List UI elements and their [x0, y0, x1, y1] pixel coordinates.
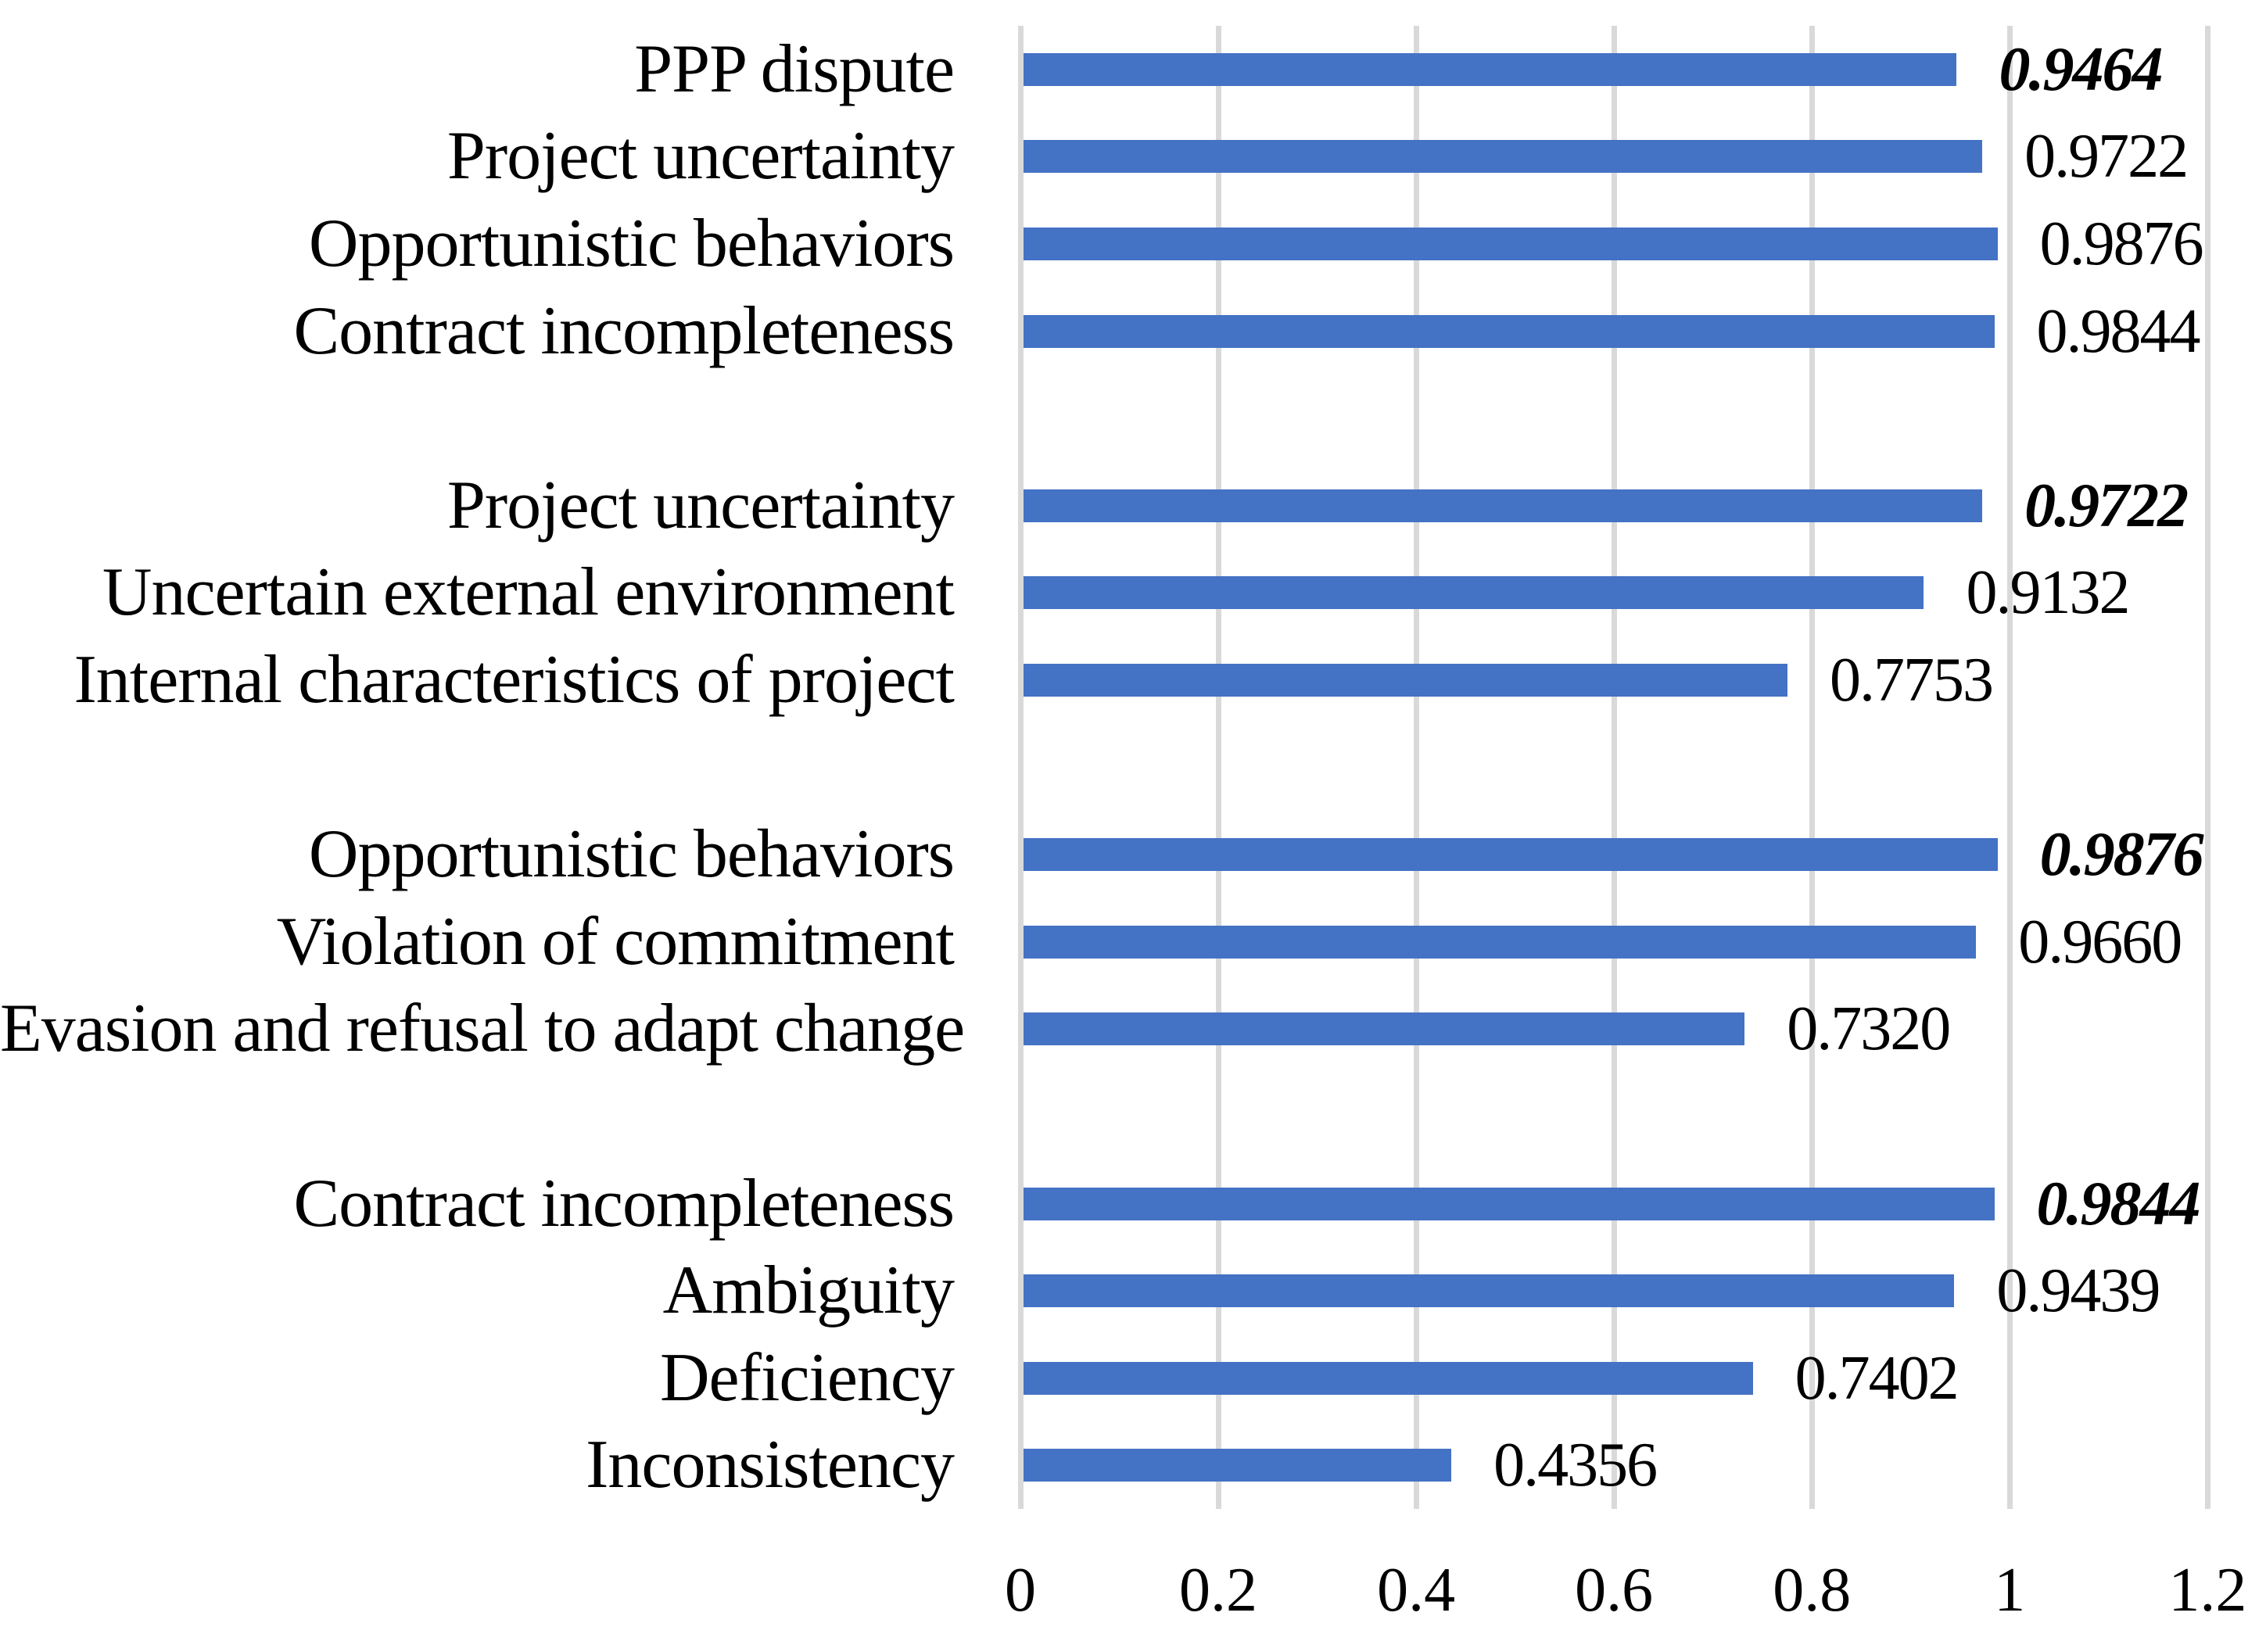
value-label: 0.9844	[2036, 1169, 2201, 1238]
bar	[1024, 52, 1957, 86]
category-label: Contract incompleteness	[293, 1165, 955, 1242]
value-label: 0.4356	[1493, 1431, 1658, 1500]
category-label: Evasion and refusal to adapt change	[0, 991, 965, 1067]
x-axis-tick-label: 0.6	[1575, 1556, 1654, 1625]
value-label: 0.9439	[1996, 1256, 2160, 1326]
category-label: PPP dispute	[634, 30, 955, 107]
category-label: Internal characteristics of project	[74, 642, 956, 718]
value-label: 0.9876	[2039, 210, 2204, 278]
gridline	[2006, 26, 2013, 1509]
bar	[1024, 1012, 1745, 1046]
value-label: 0.9722	[2024, 471, 2189, 540]
bar	[1024, 228, 1998, 260]
category-label: Violation of commitment	[276, 903, 955, 980]
value-label: 0.9660	[2018, 907, 2182, 977]
bar	[1024, 1361, 1753, 1395]
bar	[1024, 925, 1977, 959]
category-label: Ambiguity	[662, 1252, 955, 1329]
gridline	[2204, 26, 2210, 1509]
bar	[1024, 140, 1983, 174]
x-axis-tick-label: 1	[1994, 1556, 2026, 1625]
gridline	[1809, 26, 1815, 1509]
category-label: Uncertain external environment	[102, 554, 955, 631]
bar	[1024, 576, 1924, 610]
gridline	[1611, 26, 1617, 1509]
x-axis-tick-label: 0.8	[1773, 1556, 1852, 1625]
bar	[1024, 664, 1787, 697]
category-label: Project uncertainty	[446, 118, 955, 195]
gridline	[1017, 26, 1024, 1509]
gridline	[1215, 26, 1221, 1509]
bar	[1024, 838, 1998, 872]
value-label: 0.9132	[1966, 558, 2130, 628]
category-label: Project uncertainty	[446, 467, 955, 543]
x-axis-tick-label: 0.2	[1179, 1556, 1258, 1625]
value-label: 0.9722	[2024, 122, 2189, 192]
value-label: 0.7320	[1787, 994, 1951, 1064]
bar	[1024, 489, 1983, 522]
x-axis-tick-label: 0	[1005, 1556, 1036, 1625]
category-label: Contract incompleteness	[293, 292, 955, 369]
category-label: Opportunistic behaviors	[308, 206, 955, 281]
value-label: 0.9464	[1999, 34, 2163, 104]
bar	[1024, 1449, 1452, 1482]
x-axis-tick-label: 0.4	[1377, 1556, 1456, 1625]
category-label: Deficiency	[660, 1339, 955, 1416]
x-axis-tick-label: 1.2	[2168, 1556, 2247, 1625]
value-label: 0.9876	[2039, 820, 2204, 890]
value-label: 0.7753	[1829, 646, 1994, 715]
category-label: Inconsistency	[586, 1427, 955, 1503]
value-label: 0.9844	[2036, 296, 2201, 366]
value-label: 0.7402	[1795, 1343, 1959, 1413]
bar	[1024, 1274, 1955, 1308]
gridline	[1413, 26, 1419, 1509]
bar	[1024, 314, 1995, 348]
category-label: Opportunistic behaviors	[308, 816, 955, 893]
bar	[1024, 1187, 1995, 1220]
